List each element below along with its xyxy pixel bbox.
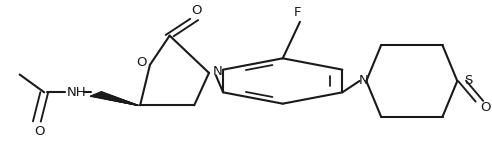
Text: O: O bbox=[191, 4, 202, 17]
Polygon shape bbox=[90, 92, 138, 105]
Text: N: N bbox=[213, 65, 223, 78]
Text: N: N bbox=[359, 75, 369, 87]
Text: S: S bbox=[464, 75, 472, 87]
Text: O: O bbox=[34, 125, 45, 138]
Text: NH: NH bbox=[66, 86, 86, 99]
Text: O: O bbox=[480, 101, 491, 114]
Text: F: F bbox=[294, 6, 301, 19]
Text: O: O bbox=[136, 56, 146, 69]
